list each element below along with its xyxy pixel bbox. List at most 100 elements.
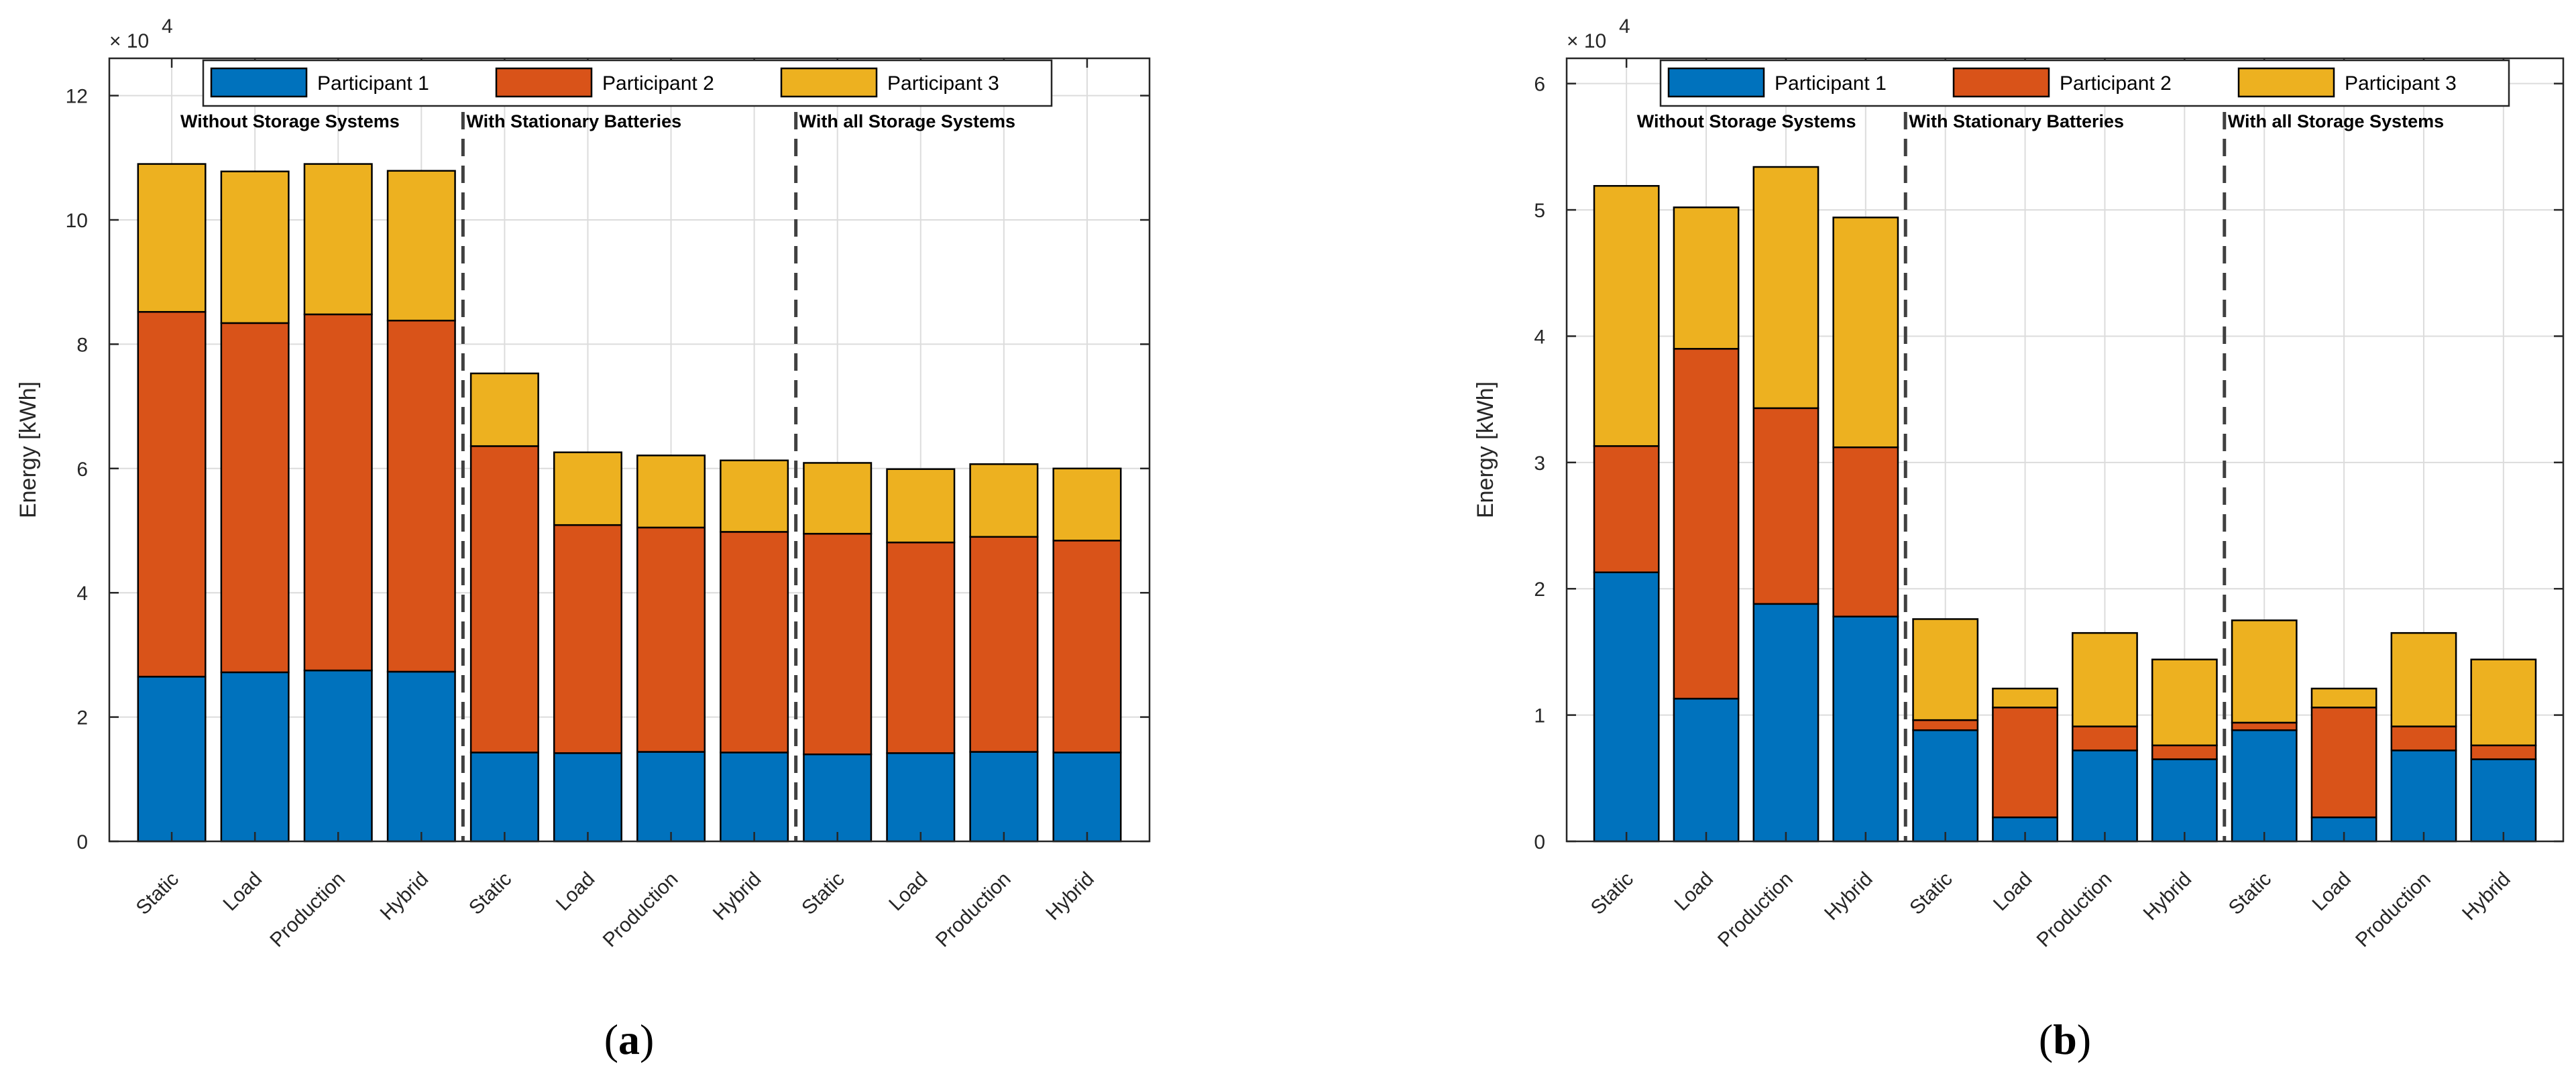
x-tick-label: Production [2033,868,2117,952]
bar-participant-2-11 [1052,540,1122,754]
bar-participant-2-2 [1752,407,1819,605]
bar-participant-3-4 [1912,618,1979,721]
legend-swatch [495,67,593,98]
x-tick-label: Static [1587,868,1638,919]
y-tick-label: 2 [76,707,88,729]
bar-participant-3-6 [636,455,706,529]
caption-close: ) [640,1016,654,1063]
bar-participant-2-4 [1912,719,1979,731]
legend-label: Participant 2 [2060,72,2172,95]
bar-participant-2-11 [2470,744,2537,760]
y-tick-label: 6 [76,459,88,481]
bar-participant-1-10 [2390,750,2457,843]
bar-participant-2-0 [1593,445,1660,573]
legend-label: Participant 1 [317,72,429,95]
chart-panel-a: Without Storage Systems With Stationary B… [15,15,1151,1063]
legend-label: Participant 3 [887,72,999,95]
x-tick-label: Load [1989,868,2037,916]
bar-participant-2-9 [886,541,956,754]
bar-participant-3-8 [2231,619,2298,724]
bar-participant-2-10 [969,536,1039,753]
exponent-power: 4 [162,15,173,38]
legend-box [202,59,1053,107]
bar-participant-2-5 [553,524,622,754]
bar-participant-3-11 [2470,658,2537,747]
bar-participant-2-6 [636,526,706,753]
bar-participant-1-6 [2072,750,2138,843]
x-tick-label: Hybrid [1042,868,1099,925]
bar-participant-1-5 [553,752,622,843]
group-label: Without Storage Systems [180,111,400,131]
bar-participant-1-2 [303,669,373,843]
bar-participant-3-1 [220,170,290,324]
y-axis-label: Energy [kWh] [15,381,41,518]
bar-participant-3-2 [1752,166,1819,410]
y-tick-label: 0 [1534,831,1545,853]
y-tick-label: 5 [1534,200,1545,222]
bar-participant-3-4 [469,372,539,447]
exponent-label: × 10 [109,30,149,52]
bar-participant-2-9 [2310,707,2377,819]
bar-participant-1-8 [803,753,873,843]
bar-participant-1-3 [1832,615,1899,843]
bar-participant-1-3 [386,670,456,843]
x-tick-label: Production [599,868,683,952]
x-tick-label: Load [885,868,932,916]
legend-swatch [780,67,878,98]
x-tick-label: Load [2308,868,2355,916]
bar-participant-1-7 [2151,758,2218,843]
caption-letter: b [2053,1016,2077,1063]
bar-participant-3-10 [2390,632,2457,727]
bar-participant-3-3 [386,170,456,322]
bar-participant-3-6 [2072,632,2138,727]
y-tick-label: 4 [1534,326,1545,348]
caption-open: ( [2039,1016,2053,1063]
legend-label: Participant 1 [1775,72,1887,95]
bar-participant-2-7 [720,531,789,754]
bar-participant-1-1 [220,671,290,843]
group-label: Without Storage Systems [1637,111,1856,131]
x-tick-label: Production [2351,868,2435,952]
group-label: With all Storage Systems [2228,111,2444,131]
bar-participant-3-9 [886,468,956,544]
y-tick-label: 1 [1534,705,1545,727]
bar-participant-3-1 [1673,206,1740,350]
x-tick-label: Static [2225,868,2276,919]
y-tick-label: 12 [66,86,88,108]
legend-swatch [2237,67,2335,98]
x-tick-label: Static [465,868,516,919]
bar-participant-1-2 [1752,603,1819,843]
bar-participant-2-8 [2231,721,2298,731]
bar-participant-3-10 [969,463,1039,538]
bar-participant-3-0 [1593,185,1660,447]
x-tick-label: Production [1714,868,1797,952]
bar-participant-2-6 [2072,725,2138,752]
bar-participant-3-8 [803,462,873,535]
axes-box [108,57,1151,843]
y-axis-label: Energy [kWh] [1473,381,1498,518]
chart-panel-b: Without Storage Systems With Stationary B… [1473,15,2565,1063]
bar-participant-3-7 [720,459,789,533]
bar-participant-3-9 [2310,687,2377,709]
legend: Participant 1 Participant 2 Participant 3 [1659,59,2510,107]
figure-caption: (a) [604,1016,655,1063]
bar-participant-2-1 [220,322,290,674]
x-tick-label: Load [219,868,267,916]
bar-participant-1-0 [1593,571,1660,843]
x-tick-label: Load [1670,868,1718,916]
bar-participant-2-5 [1992,707,2058,819]
bar-participant-2-3 [1832,446,1899,617]
group-label: With all Storage Systems [799,111,1015,131]
bar-participant-1-4 [469,752,539,843]
bar-participant-1-11 [1052,752,1122,843]
x-tick-label: Load [552,868,600,916]
legend-label: Participant 2 [602,72,714,95]
bar-participant-3-5 [553,451,622,526]
caption-open: ( [604,1016,618,1063]
y-tick-label: 0 [76,831,88,853]
x-tick-label: Static [1905,868,1956,919]
bar-participant-3-3 [1832,217,1899,448]
y-tick-label: 4 [76,583,88,605]
exponent-label: × 10 [1567,30,1606,52]
x-tick-label: Hybrid [709,868,766,925]
